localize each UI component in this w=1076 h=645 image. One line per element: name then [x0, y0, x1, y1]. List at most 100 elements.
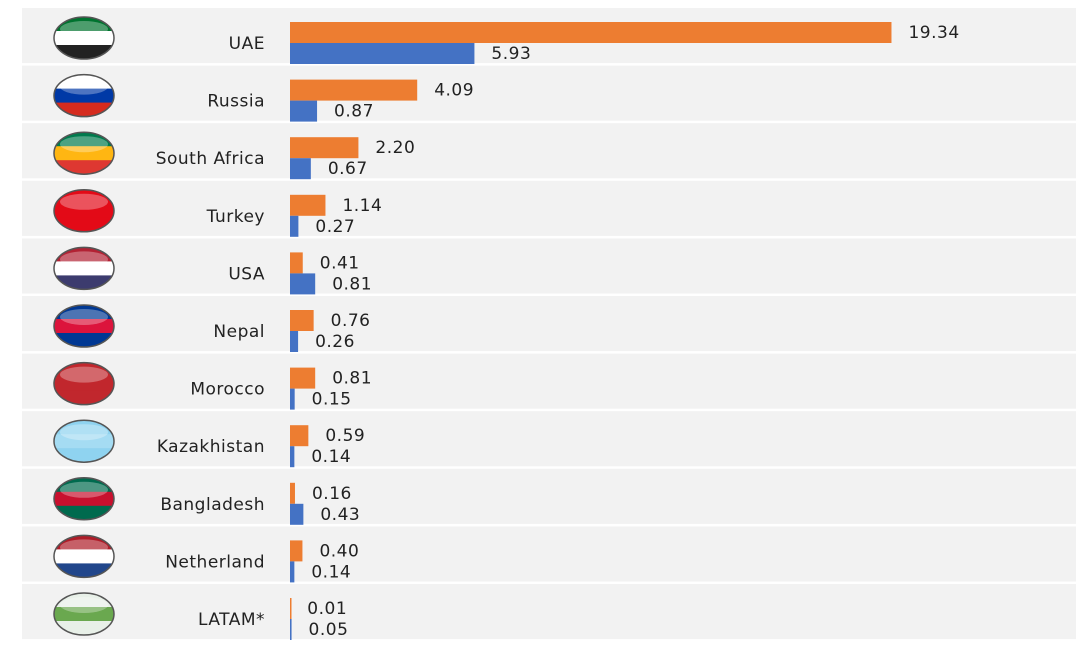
value-label: 5.93 [491, 44, 531, 64]
row-background [22, 584, 1076, 640]
bar [290, 619, 292, 640]
flag-shine [60, 597, 108, 613]
category-label: LATAM* [198, 610, 265, 630]
flag-stripe [54, 362, 114, 378]
flag-outline [53, 477, 115, 521]
value-label: 0.27 [315, 217, 355, 237]
flag-stripe [54, 261, 114, 276]
flag-outline [53, 361, 115, 406]
value-label: 2.20 [375, 138, 415, 158]
value-label: 0.40 [319, 541, 359, 561]
row-background [22, 411, 1076, 467]
flag-shine [60, 539, 108, 556]
category-label: Kazakhistan [157, 437, 265, 457]
flag-stripe [54, 31, 114, 46]
value-label: 0.16 [312, 484, 352, 504]
row-background [22, 180, 1076, 236]
bar [290, 598, 292, 619]
bar [290, 100, 318, 122]
flag-outline [53, 534, 115, 579]
row-background [22, 65, 1076, 121]
value-label: 0.59 [325, 426, 365, 446]
bar [290, 482, 295, 504]
flag-outline [53, 246, 115, 291]
row-background [22, 526, 1076, 582]
bar [290, 503, 304, 525]
bar [290, 43, 475, 64]
bar [290, 425, 309, 447]
category-label: Turkey [206, 207, 265, 227]
flag-stripe [54, 319, 114, 334]
value-label: 0.43 [320, 505, 360, 525]
flag-stripe [54, 376, 114, 392]
bar [290, 137, 359, 159]
flag-outline [53, 304, 115, 348]
flag-shine [60, 424, 108, 441]
value-label: 0.14 [311, 447, 351, 467]
value-label: 0.87 [334, 102, 374, 122]
bar [290, 215, 299, 237]
flag-stripe [54, 549, 114, 564]
category-label: USA [228, 264, 265, 284]
flag-stripe [54, 491, 114, 507]
bar [290, 252, 303, 274]
flag-icon [54, 477, 114, 520]
value-label: 0.81 [332, 369, 372, 389]
flag-shine [60, 251, 108, 268]
value-label: 1.14 [342, 196, 382, 216]
flag-outline [53, 73, 115, 118]
value-label: 19.34 [908, 23, 959, 43]
value-label: 0.05 [309, 620, 349, 640]
row-background [22, 296, 1076, 352]
category-label: Bangladesh [160, 495, 265, 515]
bar [290, 388, 295, 410]
category-label: Russia [207, 92, 265, 112]
category-label: Nepal [213, 322, 265, 342]
bar [290, 158, 311, 180]
flag-stripe [54, 535, 114, 550]
bar [290, 194, 326, 216]
flag-stripe [54, 146, 114, 161]
row-background [22, 238, 1076, 294]
flag-outline [53, 592, 115, 636]
row-background [22, 468, 1076, 524]
category-label: Netherland [165, 552, 265, 572]
flag-stripe [54, 74, 114, 90]
bar [290, 561, 295, 583]
bar [290, 367, 316, 389]
flag-icon [54, 362, 114, 405]
flag-shine [60, 78, 108, 95]
flag-stripe [54, 607, 114, 622]
flag-stripe [54, 203, 114, 219]
flag-stripe [54, 189, 114, 205]
flag-stripe [54, 132, 114, 147]
flag-icon [54, 247, 114, 290]
category-label: South Africa [156, 149, 265, 169]
value-label: 0.41 [320, 253, 360, 273]
value-label: 4.09 [434, 81, 474, 101]
bar [290, 273, 316, 295]
bar [290, 79, 418, 101]
bar [290, 310, 314, 331]
bar [290, 331, 299, 352]
category-label: UAE [229, 34, 265, 54]
flag-shine [60, 366, 108, 383]
flag-stripe [54, 420, 114, 435]
bar [290, 22, 892, 43]
row-background [22, 123, 1076, 179]
bar [290, 446, 295, 468]
value-label: 0.15 [312, 390, 352, 410]
category-label: Morocco [190, 380, 265, 400]
flag-shine [60, 21, 108, 37]
flag-stripe [54, 305, 114, 320]
flag-stripe [54, 593, 114, 608]
flag-outline [53, 16, 115, 60]
value-label: 0.01 [307, 599, 347, 619]
flag-stripe [54, 17, 114, 32]
flag-stripe [54, 247, 114, 262]
flag-stripe [54, 434, 114, 449]
value-label: 0.14 [311, 562, 351, 582]
value-label: 0.26 [315, 332, 355, 352]
flag-stripe [54, 477, 114, 493]
